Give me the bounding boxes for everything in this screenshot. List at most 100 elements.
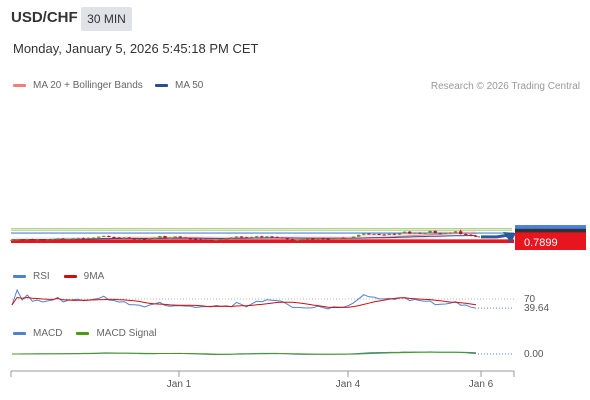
candle-body (173, 236, 177, 238)
legend-ma20: MA 20 + Bollinger Bands (13, 80, 143, 91)
credit-text: Research © 2026 Trading Central (430, 81, 580, 92)
timestamp: Monday, January 5, 2026 5:45:18 PM CET (13, 41, 259, 56)
candle-body (336, 237, 340, 239)
candle-body (321, 238, 325, 240)
candle-body (474, 235, 478, 237)
candle-body (275, 237, 279, 238)
candle-body (137, 238, 142, 240)
candle-body (351, 236, 356, 238)
candle-body (387, 233, 391, 235)
rsi-ma-swatch (63, 275, 77, 278)
candle-body (306, 238, 310, 240)
ma20-legend-label: MA 20 + Bollinger Bands (33, 80, 143, 91)
candle-body (20, 239, 24, 241)
candle-body (413, 232, 417, 234)
symbol-title: USD/CHF (11, 9, 78, 26)
candle-body (158, 236, 162, 238)
candle-body (61, 238, 65, 240)
candle-body (270, 236, 274, 238)
macd-signal-swatch (76, 332, 90, 335)
candle-body (148, 238, 152, 240)
candle-body (265, 236, 269, 238)
bollinger-bands (12, 230, 476, 242)
candle-body (249, 237, 254, 238)
candle-body (341, 237, 346, 239)
candle-body (459, 231, 463, 234)
candle-body (122, 237, 126, 239)
macd-legend-label: MACD (33, 328, 63, 339)
candle-body (244, 237, 249, 239)
candle-body (25, 239, 29, 241)
candle-body (469, 234, 473, 236)
legend-macd: MACD MACD Signal (13, 328, 156, 339)
candle-body (168, 237, 172, 239)
candle-body (188, 238, 193, 240)
candle-body (199, 239, 203, 241)
candle-body (86, 237, 91, 239)
candle-body (382, 234, 386, 236)
candle-body (402, 231, 407, 234)
macd-value-label: 0.00 (524, 349, 544, 360)
candle-body (311, 238, 315, 240)
candle-body (40, 239, 45, 241)
candle-body (346, 237, 351, 239)
candle-body (397, 233, 402, 235)
candle-body (10, 239, 14, 241)
candle-body (433, 230, 437, 234)
candle-body (331, 238, 335, 240)
bollinger-band-area (12, 230, 476, 242)
timeframe-button[interactable]: 30 MIN (81, 7, 132, 31)
candle-body (229, 237, 233, 239)
candle-body (300, 239, 305, 241)
candle-body (285, 238, 289, 240)
candle-body (46, 239, 50, 241)
rsi-swatch (13, 275, 26, 278)
support-label-2-text: 0.7899 (524, 237, 558, 249)
legend-rsi: RSI 9MA (13, 271, 104, 282)
x-tick-label: Jan 6 (469, 379, 494, 390)
macd-signal-line (12, 351, 477, 355)
candle-body (76, 238, 80, 240)
forecast-arrow (481, 232, 516, 243)
macd-panel: 0.00 (12, 349, 544, 360)
candle-body (35, 239, 40, 241)
forecast-arrow-head (503, 232, 516, 243)
candle-body (438, 233, 442, 235)
candle-body (66, 238, 70, 240)
candle-body (193, 238, 198, 240)
candle-body (372, 234, 376, 235)
candle-body (234, 236, 239, 238)
rsi-legend-label: RSI (33, 271, 50, 282)
candle-body (408, 231, 412, 234)
x-tick-label: Jan 4 (336, 379, 361, 390)
candle-body (102, 235, 106, 237)
candle-body (153, 237, 157, 239)
candle-body (178, 236, 182, 238)
rsi-level-70-label: 70 (524, 294, 536, 305)
candle-body (316, 238, 320, 240)
candle-body (255, 236, 259, 238)
candle-body (127, 237, 131, 239)
candlesticks (10, 229, 478, 242)
rsi-value-label: 39.64 (524, 303, 549, 314)
candle-body (392, 233, 397, 235)
x-axis: Jan 1 Jan 4 Jan 6 (10, 370, 515, 390)
candle-body (209, 240, 213, 241)
ma50-legend-label: MA 50 (175, 80, 204, 91)
candle-body (183, 237, 188, 239)
candle-body (107, 235, 111, 237)
candle-body (97, 236, 101, 238)
macd-swatch (13, 332, 26, 335)
candle-body (30, 239, 35, 241)
candle-body (56, 238, 60, 240)
candle-body (295, 239, 300, 241)
candle-body (418, 232, 422, 234)
candle-body (357, 234, 361, 237)
candle-body (239, 236, 244, 238)
ma20-swatch (13, 84, 26, 87)
candle-body (204, 239, 208, 241)
x-tick-label: Jan 1 (167, 379, 192, 390)
candle-body (362, 233, 366, 235)
